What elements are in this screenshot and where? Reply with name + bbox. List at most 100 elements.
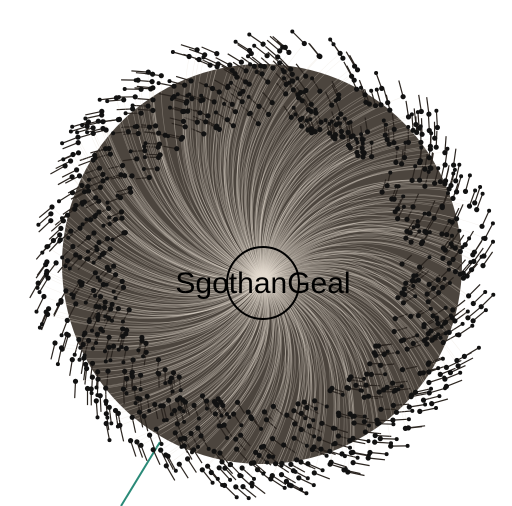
- edge: [81, 279, 264, 306]
- node: [72, 352, 77, 357]
- edge: [262, 229, 473, 281]
- edge-tail: [38, 206, 53, 219]
- node: [391, 126, 397, 132]
- edge-tail: [398, 80, 404, 97]
- edge: [262, 164, 454, 281]
- edge: [144, 150, 264, 281]
- node: [328, 37, 333, 42]
- edge: [222, 50, 264, 281]
- edge: [197, 100, 264, 281]
- node: [367, 361, 373, 367]
- edge: [262, 211, 435, 281]
- edge: [217, 73, 264, 281]
- node: [150, 107, 156, 113]
- edge: [102, 121, 264, 281]
- node: [72, 378, 79, 384]
- edge: [147, 106, 264, 281]
- edge: [262, 221, 425, 281]
- node: [390, 417, 396, 423]
- edge: [166, 279, 266, 467]
- node: [447, 370, 453, 376]
- node: [78, 345, 83, 350]
- edge: [96, 249, 264, 290]
- edge: [262, 105, 376, 281]
- edge: [98, 242, 264, 288]
- node: [224, 412, 229, 417]
- node: [69, 190, 76, 196]
- edge-tail: [376, 89, 382, 105]
- node: [80, 123, 85, 128]
- edge: [261, 124, 337, 281]
- edge: [262, 270, 465, 357]
- node: [454, 216, 460, 222]
- edge: [107, 279, 264, 372]
- edge: [140, 279, 264, 400]
- node: [464, 273, 470, 279]
- edge: [262, 279, 381, 439]
- node: [170, 389, 175, 394]
- node: [311, 483, 316, 488]
- edge: [245, 74, 293, 281]
- node: [432, 180, 438, 186]
- edge: [217, 279, 269, 400]
- edge: [243, 69, 291, 281]
- edge: [262, 276, 441, 375]
- node: [229, 67, 235, 73]
- edge: [55, 262, 264, 301]
- node: [269, 100, 275, 106]
- node: [408, 239, 414, 245]
- edge: [262, 277, 376, 347]
- edge: [262, 279, 331, 391]
- edge: [262, 162, 396, 281]
- edge: [262, 276, 429, 365]
- node: [112, 407, 119, 414]
- edge: [214, 129, 264, 281]
- edge: [262, 180, 413, 281]
- node: [37, 325, 42, 330]
- node: [354, 86, 360, 92]
- node: [324, 453, 329, 458]
- node: [421, 337, 428, 344]
- node: [337, 50, 343, 56]
- edge-tail: [464, 175, 471, 192]
- edge: [174, 279, 264, 411]
- edge: [106, 279, 264, 414]
- edge: [262, 241, 461, 281]
- node: [340, 392, 345, 397]
- node: [248, 414, 254, 420]
- node: [178, 136, 184, 142]
- node: [246, 54, 250, 59]
- node: [405, 425, 411, 431]
- edge: [160, 75, 264, 281]
- edge: [262, 279, 371, 453]
- edge-tail: [187, 458, 197, 473]
- node: [419, 239, 426, 245]
- node: [97, 184, 103, 190]
- edge: [75, 279, 264, 382]
- node: [298, 459, 304, 465]
- edge: [60, 279, 264, 318]
- edge: [92, 159, 264, 281]
- edge: [262, 251, 419, 281]
- node: [391, 140, 397, 146]
- edge: [107, 267, 264, 295]
- center-node[interactable]: [226, 246, 300, 320]
- node: [369, 154, 375, 160]
- edge-tail: [105, 423, 111, 441]
- edge: [124, 175, 264, 281]
- edge: [134, 96, 264, 281]
- edge-tail: [201, 469, 214, 484]
- edge: [223, 111, 264, 281]
- node: [298, 410, 304, 416]
- node: [281, 442, 287, 448]
- node: [420, 370, 426, 376]
- node: [313, 406, 318, 411]
- node: [395, 216, 401, 222]
- center-node-label: SgothanGeal: [175, 267, 350, 300]
- edge: [251, 279, 289, 464]
- node: [194, 47, 200, 53]
- edge: [262, 134, 423, 281]
- node: [308, 108, 314, 114]
- edge: [184, 126, 264, 281]
- node: [444, 232, 450, 238]
